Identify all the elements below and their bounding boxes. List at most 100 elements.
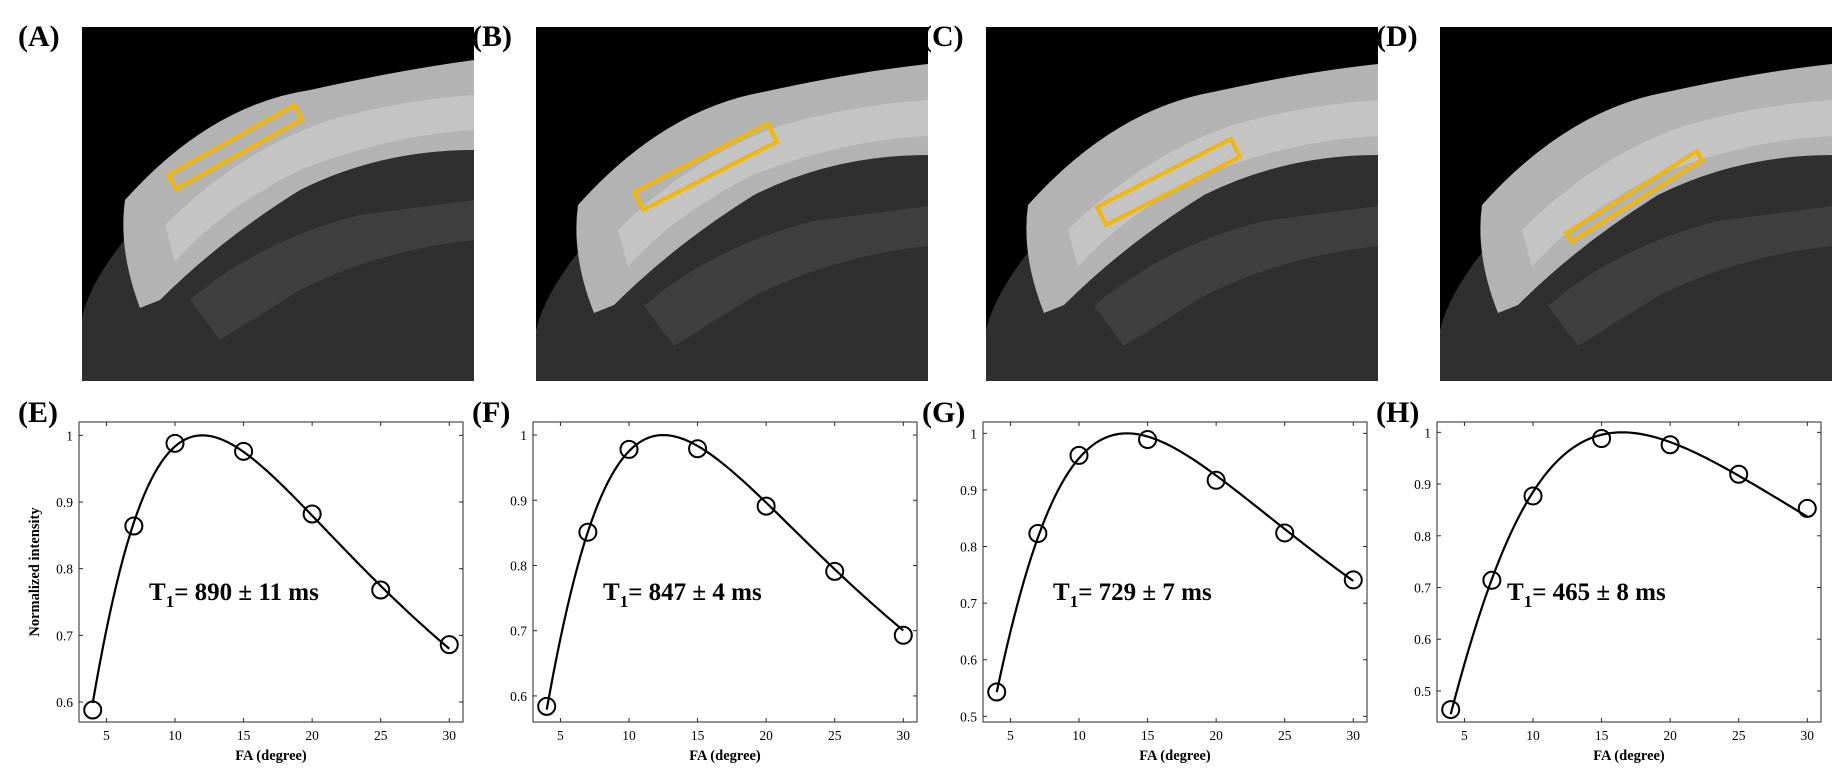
t1-subscript: 1 <box>166 592 175 611</box>
y-tick-label: 0.6 <box>510 689 527 704</box>
x-tick-label: 30 <box>443 728 457 743</box>
x-tick-label: 30 <box>897 728 911 743</box>
fit-curve <box>545 433 904 710</box>
data-point <box>1660 435 1680 455</box>
plot-area <box>982 421 1368 723</box>
data-point <box>688 439 708 459</box>
plot-area <box>532 421 918 723</box>
roi-rectangle <box>1094 136 1243 228</box>
y-tick-label: 0.7 <box>510 624 527 639</box>
y-tick-label: 0.7 <box>960 596 977 611</box>
x-tick-label: 10 <box>1072 728 1086 743</box>
t1-annotation: T1= 847 ± 4 ms <box>603 579 762 611</box>
data-point <box>1592 429 1612 449</box>
roi-rectangle <box>1563 148 1705 245</box>
mri-panel-a: (A) <box>18 20 474 381</box>
panel-label-c: (C) <box>922 20 964 53</box>
data-point <box>1441 700 1461 720</box>
t1-symbol: T <box>149 579 166 606</box>
t1-value: = 465 ± 8 ms <box>1532 579 1666 606</box>
axis-ticks: 5 10 15 20 25 30 0.6 0.7 0.8 0.9 1 <box>56 422 463 743</box>
y-tick-label: 0.6 <box>1414 632 1431 647</box>
x-tick-label: 15 <box>691 728 705 743</box>
t1-annotation: T1= 729 ± 7 ms <box>1053 579 1212 611</box>
y-tick-label: 0.5 <box>1414 684 1431 699</box>
y-tick-label: 0.9 <box>56 495 73 510</box>
plot-area <box>78 421 464 723</box>
t1-subscript: 1 <box>620 592 629 611</box>
x-tick-label: 10 <box>622 728 636 743</box>
data-point <box>1797 498 1817 518</box>
t1-annotation: T1= 890 ± 11 ms <box>149 579 319 611</box>
y-tick-label: 0.7 <box>1414 581 1431 596</box>
data-points <box>1441 429 1817 720</box>
x-tick-label: 15 <box>1141 728 1155 743</box>
y-tick-label: 0.9 <box>1414 477 1431 492</box>
chart-g: (G) 5 10 15 20 25 30 0.5 0.6 0.7 0.8 0.9 1 FA (degr… <box>922 396 1368 764</box>
mri-tissue <box>82 60 474 381</box>
panel-label-e: (E) <box>18 396 58 429</box>
data-point <box>439 635 459 655</box>
fit-curve <box>995 432 1354 693</box>
axis-ticks: 5 10 15 20 25 30 0.5 0.6 0.7 0.8 0.9 1 <box>960 422 1367 743</box>
x-tick-label: 25 <box>1278 728 1292 743</box>
y-tick-label: 0.8 <box>960 540 977 555</box>
y-tick-label: 0.6 <box>960 653 977 668</box>
x-tick-label: 30 <box>1347 728 1361 743</box>
x-tick-label: 20 <box>305 728 319 743</box>
roi-rectangle <box>165 102 305 192</box>
data-point <box>1275 523 1295 543</box>
y-tick-label: 1 <box>66 428 73 443</box>
y-axis-label: Normalized intensity <box>27 507 43 637</box>
data-point <box>124 516 144 536</box>
t1-subscript: 1 <box>1524 592 1533 611</box>
x-tick-label: 10 <box>168 728 182 743</box>
plot-area <box>1436 421 1822 723</box>
data-point <box>825 561 845 581</box>
x-tick-label: 15 <box>1595 728 1609 743</box>
data-point <box>1482 570 1502 590</box>
t1-value: = 729 ± 7 ms <box>1078 579 1212 606</box>
data-points <box>83 433 459 720</box>
y-tick-label: 1 <box>520 428 527 443</box>
data-point <box>234 441 254 461</box>
data-point <box>578 522 598 542</box>
y-tick-label: 0.5 <box>960 709 977 724</box>
data-point <box>1729 464 1749 484</box>
chart-f: (F) 5 10 15 20 25 30 0.6 0.7 0.8 0.9 1 FA (degree)… <box>472 396 918 764</box>
x-axis-label: FA (degree) <box>689 748 761 764</box>
panel-label-g: (G) <box>922 396 965 429</box>
data-point <box>302 504 322 524</box>
data-point <box>1523 486 1543 506</box>
panel-label-h: (H) <box>1376 396 1419 429</box>
data-point <box>1138 430 1158 450</box>
y-tick-label: 1 <box>970 426 977 441</box>
x-tick-label: 5 <box>1461 728 1468 743</box>
fit-curve <box>1449 431 1808 715</box>
t1-symbol: T <box>1507 579 1524 606</box>
mri-tissue <box>536 64 928 381</box>
data-point <box>1343 570 1363 590</box>
t1-value: = 847 ± 4 ms <box>628 579 762 606</box>
mri-panel-d: (D) <box>1376 20 1832 381</box>
roi-rectangle <box>631 121 780 213</box>
x-tick-label: 20 <box>1663 728 1677 743</box>
x-axis-label: FA (degree) <box>1139 748 1211 764</box>
t1-subscript: 1 <box>1070 592 1079 611</box>
data-point <box>893 625 913 645</box>
y-tick-label: 0.6 <box>56 695 73 710</box>
data-point <box>756 496 776 516</box>
axis-ticks: 5 10 15 20 25 30 0.5 0.6 0.7 0.8 0.9 1 <box>1414 422 1821 743</box>
t1-symbol: T <box>603 579 620 606</box>
data-point <box>987 682 1007 702</box>
x-axis-label: FA (degree) <box>1593 748 1665 764</box>
chart-e: (E) 5 10 15 20 25 30 0.6 0.7 0.8 0.9 1 FA (degree)… <box>18 396 464 764</box>
x-axis-label: FA (degree) <box>235 748 307 764</box>
x-tick-label: 5 <box>557 728 564 743</box>
y-tick-label: 0.9 <box>510 493 527 508</box>
panel-label-f: (F) <box>472 396 510 429</box>
mri-tissue <box>986 64 1378 381</box>
data-points <box>987 430 1363 702</box>
data-point <box>1206 470 1226 490</box>
